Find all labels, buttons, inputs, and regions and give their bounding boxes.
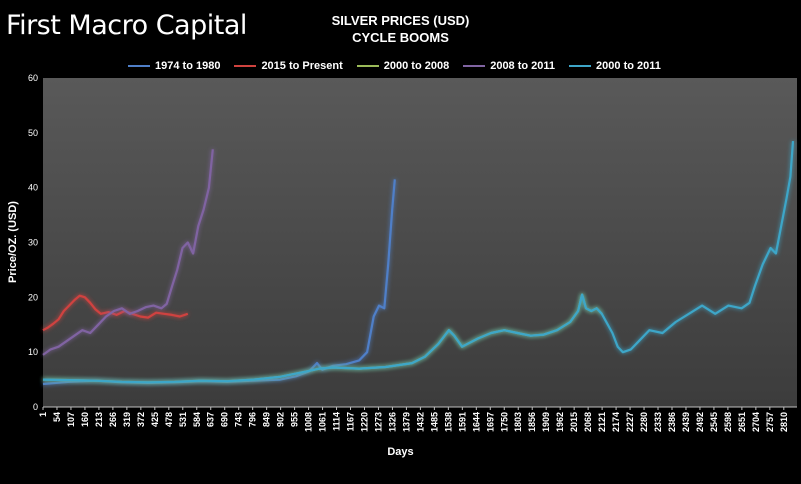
x-tick-label: 1591 <box>457 412 467 432</box>
brand-logo-text: First Macro Capital <box>6 10 247 41</box>
x-tick-label: 2598 <box>723 412 733 432</box>
x-tick-label: 2068 <box>583 412 593 432</box>
x-tick-label: 425 <box>150 412 160 427</box>
x-tick-label: 637 <box>206 412 216 427</box>
series-line <box>42 149 214 356</box>
x-tick-label: 531 <box>178 412 188 427</box>
x-tick-label: 1 <box>38 412 48 417</box>
x-tick-label: 1167 <box>346 412 356 432</box>
x-tick-label: 796 <box>248 412 258 427</box>
x-tick-label: 2227 <box>625 412 635 432</box>
legend-label: 2008 to 2011 <box>490 60 556 72</box>
series-line <box>42 141 795 384</box>
x-tick-label: 2333 <box>653 412 663 432</box>
series-line <box>42 294 189 332</box>
legend-swatch <box>356 65 379 67</box>
x-tick-label: 1008 <box>304 412 314 432</box>
x-tick-label: 1220 <box>359 412 369 432</box>
x-tick-label: 1644 <box>471 412 481 432</box>
x-tick-label: 1485 <box>429 412 439 432</box>
x-tick-label: 2704 <box>751 412 761 432</box>
legend-swatch <box>128 65 150 67</box>
x-tick-label: 1962 <box>555 412 565 432</box>
x-tick-label: 266 <box>108 412 118 427</box>
legend-item: 2008 to 2011 <box>463 60 555 72</box>
y-tick-label: 60 <box>28 73 38 83</box>
legend-swatch <box>463 65 486 67</box>
legend-label: 1974 to 1980 <box>155 60 221 72</box>
y-axis: 0 10 20 30 40 50 60 <box>28 73 38 412</box>
chart-legend: 1974 to 1980 2015 to Present 2000 to 2008 2… <box>128 60 661 72</box>
y-tick-label: 0 <box>33 402 38 412</box>
x-tick-label: 2280 <box>639 412 649 432</box>
x-tick-label: 2439 <box>681 412 691 432</box>
x-tick-label: 213 <box>94 412 104 427</box>
x-tick-label: 372 <box>136 412 146 427</box>
legend-swatch <box>569 65 592 67</box>
x-tick-label: 2492 <box>695 412 705 432</box>
legend-item: 2000 to 2011 <box>569 60 661 72</box>
x-tick-label: 2545 <box>709 412 719 432</box>
x-tick-label: 1061 <box>318 412 328 432</box>
x-tick-label: 319 <box>122 412 132 427</box>
x-tick-label: 2386 <box>667 412 677 432</box>
x-tick-label: 849 <box>262 412 272 427</box>
y-tick-label: 40 <box>28 183 38 193</box>
x-tick-label: 1379 <box>401 412 411 432</box>
y-tick-label: 20 <box>28 292 38 302</box>
x-tick-label: 478 <box>164 412 174 427</box>
legend-item: 1974 to 1980 <box>128 60 220 72</box>
x-tick-label: 1856 <box>527 412 537 432</box>
legend-label: 2000 to 2011 <box>596 60 661 72</box>
x-tick-label: 107 <box>66 412 76 427</box>
y-tick-label: 10 <box>28 347 38 357</box>
chart-subtitle: CYCLE BOOMS <box>352 30 449 45</box>
x-tick-label: 1432 <box>415 412 425 432</box>
x-tick-label: 955 <box>290 412 300 427</box>
chart-title-block: SILVER PRICES (USD) CYCLE BOOMS <box>0 12 801 46</box>
y-tick-label: 30 <box>28 238 38 248</box>
legend-item: 2015 to Present <box>234 60 343 72</box>
legend-label: 2000 to 2008 <box>383 60 450 72</box>
x-tick-label: 743 <box>234 412 244 427</box>
x-tick-label: 160 <box>80 412 90 427</box>
x-tick-label: 1114 <box>332 412 342 431</box>
x-tick-label: 2757 <box>765 412 775 432</box>
x-tick-label: 54 <box>52 412 62 422</box>
x-tick-label: 2174 <box>611 412 621 432</box>
chart-title: SILVER PRICES (USD) <box>331 13 470 28</box>
y-tick-label: 50 <box>28 128 38 138</box>
y-axis-label: Price/OZ. (USD) <box>6 201 19 283</box>
series-group <box>42 141 795 386</box>
x-tick-label: 690 <box>220 412 230 427</box>
x-tick-label: 1273 <box>373 412 383 432</box>
x-tick-label: 1538 <box>443 412 453 432</box>
x-tick-label: 1909 <box>541 412 551 432</box>
x-tick-label: 1803 <box>513 412 523 432</box>
x-tick-label: 584 <box>192 412 202 427</box>
x-tick-label: 1750 <box>499 412 509 432</box>
x-tick-label: 2810 <box>779 412 789 432</box>
x-tick-label: 2651 <box>737 412 747 432</box>
legend-swatch <box>234 65 257 67</box>
x-axis-label: Days <box>387 446 414 458</box>
x-tick-label: 1697 <box>485 412 495 432</box>
x-axis: 1 54 107 160 213 266 319 372 425 478 531 584 637 690 7… <box>38 406 797 432</box>
x-tick-label: 2015 <box>569 412 579 432</box>
x-tick-label: 1326 <box>387 412 397 432</box>
plot-area <box>43 78 797 407</box>
legend-label: 2015 to Present <box>261 60 343 72</box>
x-tick-label: 2121 <box>597 412 607 432</box>
x-tick-label: 902 <box>276 412 286 427</box>
legend-item: 2000 to 2008 <box>356 60 450 72</box>
